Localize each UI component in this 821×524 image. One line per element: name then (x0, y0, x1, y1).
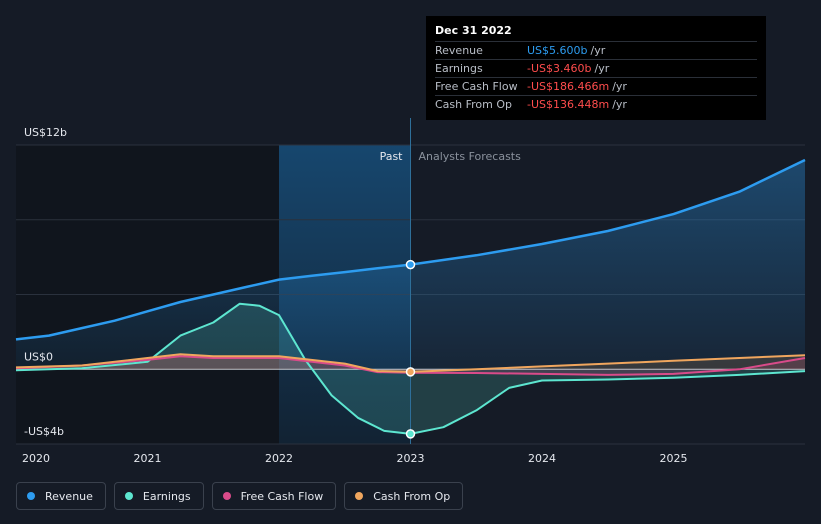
x-tick-label: 2022 (265, 452, 293, 465)
tooltip-label: Earnings (435, 62, 483, 75)
tooltip-date: Dec 31 2022 (435, 24, 512, 37)
marker-earnings (405, 429, 416, 439)
legend-item-earnings[interactable]: Earnings (113, 482, 204, 510)
tooltip-value: -US$186.466m (527, 80, 610, 93)
tooltip-row-free-cash-flow: Free Cash Flow -US$186.466m /yr (435, 77, 757, 95)
y-tick-label: US$12b (24, 126, 67, 139)
past-label: Past (380, 150, 404, 163)
series-area-free-cash-flow (16, 356, 805, 375)
marker-cash-from-op (405, 367, 416, 377)
series-line-revenue (15, 158, 806, 341)
series-area-earnings (16, 303, 805, 434)
x-tick-label: 2023 (397, 452, 425, 465)
marker-revenue (405, 259, 416, 270)
y-tick-label: -US$4b (24, 425, 64, 438)
legend-dot-icon (27, 492, 35, 500)
tooltip-label: Cash From Op (435, 98, 513, 111)
legend-dot-icon (124, 492, 133, 500)
series-lines (15, 158, 806, 435)
x-tick-label: 2021 (134, 452, 162, 465)
tooltip-value: US$5.600b (527, 44, 588, 57)
legend-label: Cash From Op (373, 489, 451, 503)
tooltip-unit: /yr (612, 80, 627, 93)
tooltip-unit: /yr (590, 44, 606, 57)
tooltip-row-revenue: Revenue US$5.600b /yr (435, 41, 757, 59)
tooltip-label: Revenue (435, 44, 483, 57)
series-line-earnings (15, 302, 806, 435)
tooltip-row-earnings: Earnings -US$3.460b /yr (435, 59, 757, 77)
x-tick-label: 2020 (22, 452, 50, 465)
legend-item-revenue[interactable]: Revenue (16, 482, 106, 510)
x-tick-label: 2024 (528, 452, 556, 465)
tooltip-value: -US$136.448m (527, 98, 610, 111)
legend-item-free-cash-flow[interactable]: Free Cash Flow (211, 482, 337, 510)
tooltip-unit: /yr (612, 98, 627, 111)
y-tick-label: US$0 (24, 350, 53, 363)
series-line-cash-from-op (15, 353, 806, 373)
legend: Revenue Earnings Free Cash Flow Cash Fro… (16, 482, 464, 510)
legend-label: Earnings (142, 489, 191, 503)
legend-label: Free Cash Flow (240, 489, 324, 503)
forecast-label: Analysts Forecasts (419, 150, 522, 163)
tooltip-label: Free Cash Flow (435, 80, 518, 93)
legend-label: Revenue (45, 489, 93, 503)
legend-item-cash-from-op[interactable]: Cash From Op (344, 482, 464, 510)
legend-dot-icon (222, 492, 231, 500)
tooltip: Dec 31 2022 Revenue US$5.600b /yr Earnin… (426, 16, 766, 120)
legend-dot-icon (355, 492, 364, 500)
tooltip-unit: /yr (594, 62, 610, 75)
series-markers (405, 259, 416, 439)
x-tick-label: 2025 (660, 452, 688, 465)
tooltip-row-cash-from-op: Cash From Op -US$136.448m /yr (435, 95, 757, 113)
tooltip-value: -US$3.460b (527, 62, 592, 75)
x-axis-labels: 2020 2021 2022 2023 2024 2025 (22, 452, 688, 465)
